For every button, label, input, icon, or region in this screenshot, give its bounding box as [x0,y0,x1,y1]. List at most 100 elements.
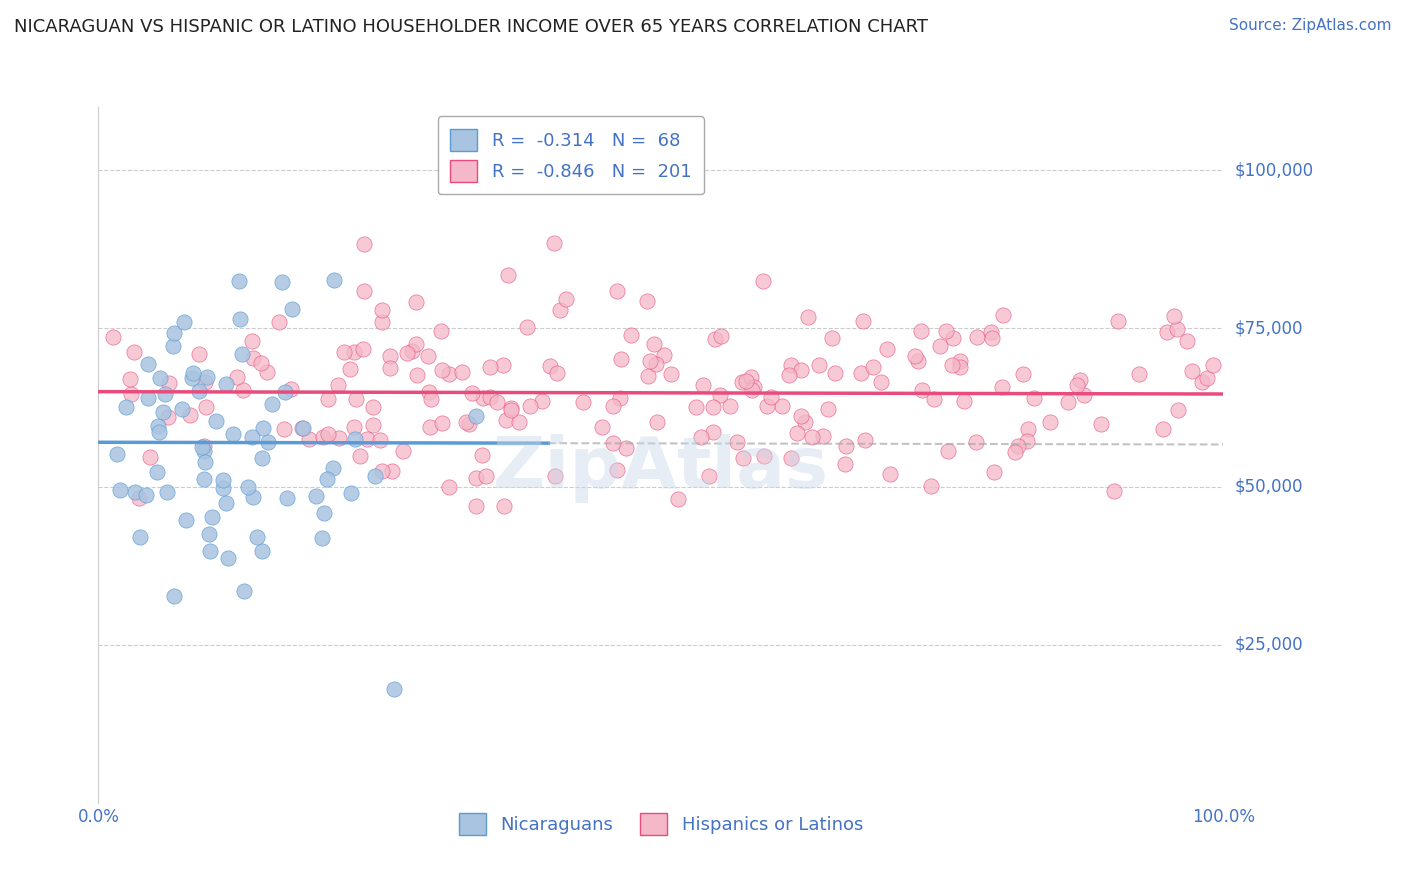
Point [124,484,146,499]
Point [609,391,631,405]
Point [499,401,522,415]
Point [756,399,779,413]
Point [250,451,273,466]
Point [640,353,662,368]
Point [135,488,157,502]
Point [194,401,217,415]
Point [364,469,387,483]
Point [1163,310,1185,324]
Point [149,371,172,385]
Point [170,401,193,416]
Point [501,403,523,417]
Point [352,343,374,357]
Point [935,324,957,338]
Point [292,420,315,434]
Point [198,526,221,541]
Point [250,356,273,370]
Point [797,310,820,324]
Point [464,409,486,423]
Point [1202,358,1225,372]
Point [233,583,256,598]
Point [193,439,215,453]
Point [205,414,228,428]
Point [157,410,180,425]
Point [419,420,441,434]
Point [382,681,405,696]
Point [546,366,568,380]
Point [697,468,720,483]
Point [852,313,875,327]
Point [129,530,152,544]
Point [461,386,484,401]
Point [215,376,238,391]
Point [922,392,945,406]
Point [752,449,775,463]
Point [733,451,755,466]
Point [257,434,280,449]
Point [231,347,253,361]
Point [222,426,245,441]
Point [538,359,561,373]
Point [191,440,214,454]
Point [834,457,856,471]
Point [242,490,264,504]
Point [368,433,391,447]
Point [692,377,714,392]
Point [458,417,481,431]
Point [405,368,427,383]
Point [450,365,472,379]
Point [217,550,239,565]
Point [212,481,235,495]
Point [311,532,333,546]
Point [305,490,328,504]
Point [519,400,541,414]
Legend: Nicaraguans, Hispanics or Latinos: Nicaraguans, Hispanics or Latinos [451,806,870,842]
Point [401,344,423,359]
Point [464,500,486,514]
Point [851,366,873,380]
Point [378,361,401,376]
Point [342,420,364,434]
Point [780,450,803,465]
Point [1069,373,1091,387]
Point [1166,321,1188,335]
Point [201,510,224,524]
Point [1015,434,1038,448]
Point [193,471,215,485]
Point [659,367,682,381]
Point [418,384,440,399]
Point [1066,378,1088,392]
Point [516,319,538,334]
Point [606,285,628,299]
Point [780,358,803,372]
Point [1090,417,1112,432]
Point [942,331,965,345]
Point [405,295,427,310]
Point [291,420,314,434]
Point [395,346,418,360]
Point [1152,422,1174,436]
Point [333,344,356,359]
Point [718,399,741,413]
Point [163,589,186,603]
Point [479,360,502,375]
Point [371,314,394,328]
Point [195,369,218,384]
Point [181,370,204,384]
Point [800,430,823,444]
Point [353,284,375,298]
Point [548,303,571,318]
Point [702,425,724,439]
Point [152,404,174,418]
Point [620,327,643,342]
Point [281,301,304,316]
Point [740,370,762,384]
Point [981,331,1004,345]
Point [238,480,260,494]
Point [114,401,136,415]
Point [349,449,371,463]
Point [269,315,291,329]
Point [316,427,339,442]
Point [1107,313,1129,327]
Text: $75,000: $75,000 [1234,319,1303,337]
